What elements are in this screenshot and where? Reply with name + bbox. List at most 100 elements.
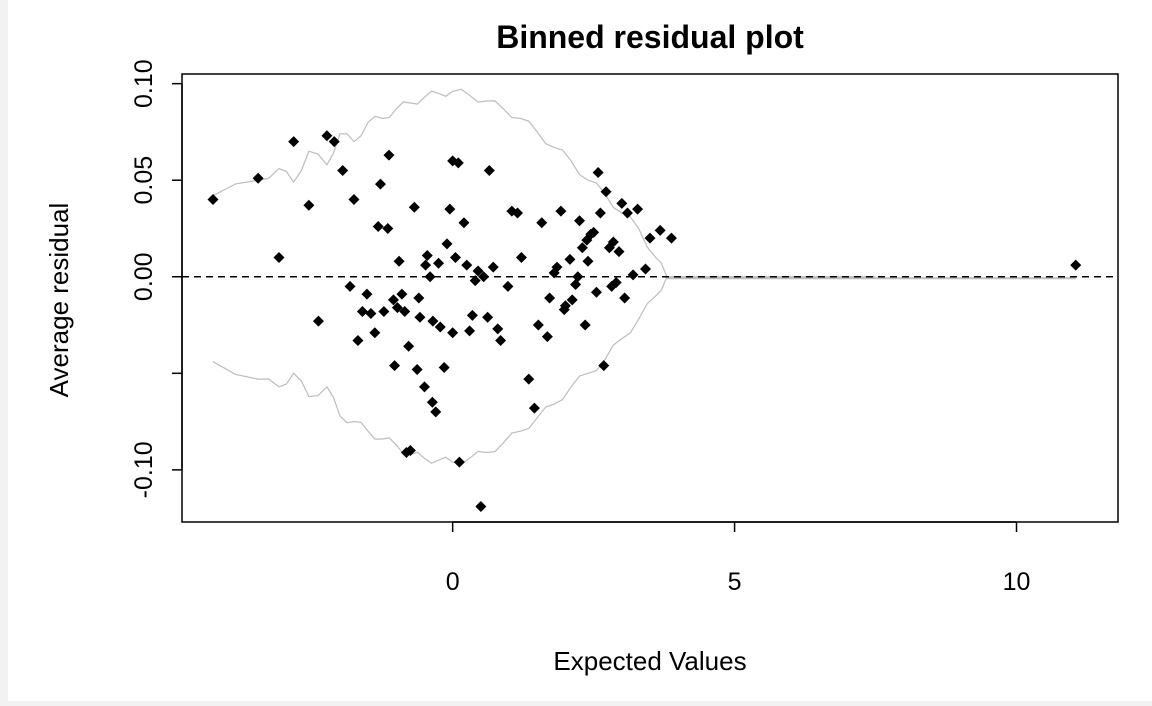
data-point <box>288 136 300 148</box>
data-point <box>464 325 476 337</box>
y-axis-label: Average residual <box>44 203 74 398</box>
data-point <box>444 203 456 215</box>
data-point <box>207 194 219 206</box>
data-point <box>607 236 619 248</box>
x-tick-label: 0 <box>446 568 460 596</box>
data-point <box>389 360 401 372</box>
data-point <box>438 362 450 374</box>
data-point <box>536 217 548 229</box>
data-point <box>399 306 411 318</box>
data-point <box>418 381 430 393</box>
data-point <box>408 201 420 213</box>
data-point <box>433 257 445 269</box>
data-point <box>1070 259 1082 271</box>
data-point <box>551 261 563 273</box>
data-point <box>544 292 556 304</box>
data-point <box>411 363 423 375</box>
data-point <box>387 294 399 306</box>
data-point <box>472 265 484 277</box>
chart-frame: Binned residual plot Expected Values Ave… <box>8 0 1152 701</box>
data-point <box>369 327 381 339</box>
data-point <box>576 242 588 254</box>
data-point <box>452 157 464 169</box>
data-point <box>559 300 571 312</box>
lower-error-band <box>212 276 876 465</box>
data-point <box>396 288 408 300</box>
data-point <box>574 215 586 227</box>
data-point <box>594 207 606 219</box>
data-point <box>391 302 403 314</box>
x-tick-label: 10 <box>1003 568 1031 596</box>
data-point <box>303 199 315 211</box>
data-point <box>644 232 656 244</box>
data-point <box>528 402 540 414</box>
data-point <box>566 294 578 306</box>
data-point <box>572 271 584 283</box>
data-points-layer <box>207 130 1082 513</box>
data-point <box>639 263 651 275</box>
plot-area-border <box>181 73 1119 523</box>
data-point <box>466 309 478 321</box>
x-tick-label: 5 <box>728 568 742 596</box>
data-point <box>665 232 677 244</box>
data-point <box>515 251 527 263</box>
data-point <box>632 203 644 215</box>
data-point <box>478 271 490 283</box>
data-point <box>321 130 333 142</box>
data-point <box>453 456 465 468</box>
data-point <box>532 319 544 331</box>
data-point <box>252 172 264 184</box>
data-point <box>421 250 433 262</box>
data-point <box>619 292 631 304</box>
data-point <box>372 221 384 233</box>
data-point <box>361 288 373 300</box>
data-point <box>616 197 628 209</box>
data-point <box>337 165 349 177</box>
data-point <box>555 205 567 217</box>
data-point <box>365 307 377 319</box>
data-point <box>427 315 439 327</box>
data-point <box>447 327 459 339</box>
chart-title: Binned residual plot <box>496 19 804 55</box>
data-point <box>424 271 436 283</box>
data-point <box>600 186 612 198</box>
data-point <box>352 334 364 346</box>
data-point <box>403 340 415 352</box>
data-point <box>621 207 633 219</box>
data-point <box>654 224 666 236</box>
data-point <box>461 259 473 271</box>
upper-error-band <box>212 88 876 278</box>
data-point <box>426 396 438 408</box>
data-point <box>541 331 553 343</box>
data-point <box>482 311 494 323</box>
data-point <box>627 269 639 281</box>
data-point <box>579 319 591 331</box>
data-point <box>383 149 395 161</box>
data-point <box>492 323 504 335</box>
y-tick-label: 0.10 <box>130 59 158 108</box>
data-point <box>393 255 405 267</box>
data-point <box>458 217 470 229</box>
data-point <box>414 311 426 323</box>
data-point <box>475 501 487 513</box>
y-tick-label: 0.00 <box>130 252 158 301</box>
data-point <box>582 255 594 267</box>
data-point <box>610 277 622 289</box>
data-point <box>441 238 453 250</box>
data-point <box>588 226 600 238</box>
data-point <box>495 334 507 346</box>
binned-residual-chart: Binned residual plot Expected Values Ave… <box>44 19 1119 676</box>
data-point <box>434 321 446 333</box>
data-point <box>344 280 356 292</box>
data-point <box>430 406 442 418</box>
data-point <box>590 286 602 298</box>
axes-layer: 0 5 10 -0.10 0.00 0.05 0.10 <box>130 59 1030 596</box>
data-point <box>404 445 416 457</box>
data-point <box>348 194 360 206</box>
x-axis-label: Expected Values <box>553 646 746 676</box>
data-point <box>374 178 386 190</box>
data-point <box>382 222 394 234</box>
data-point <box>592 166 604 178</box>
data-point <box>356 306 368 318</box>
data-point <box>378 306 390 318</box>
